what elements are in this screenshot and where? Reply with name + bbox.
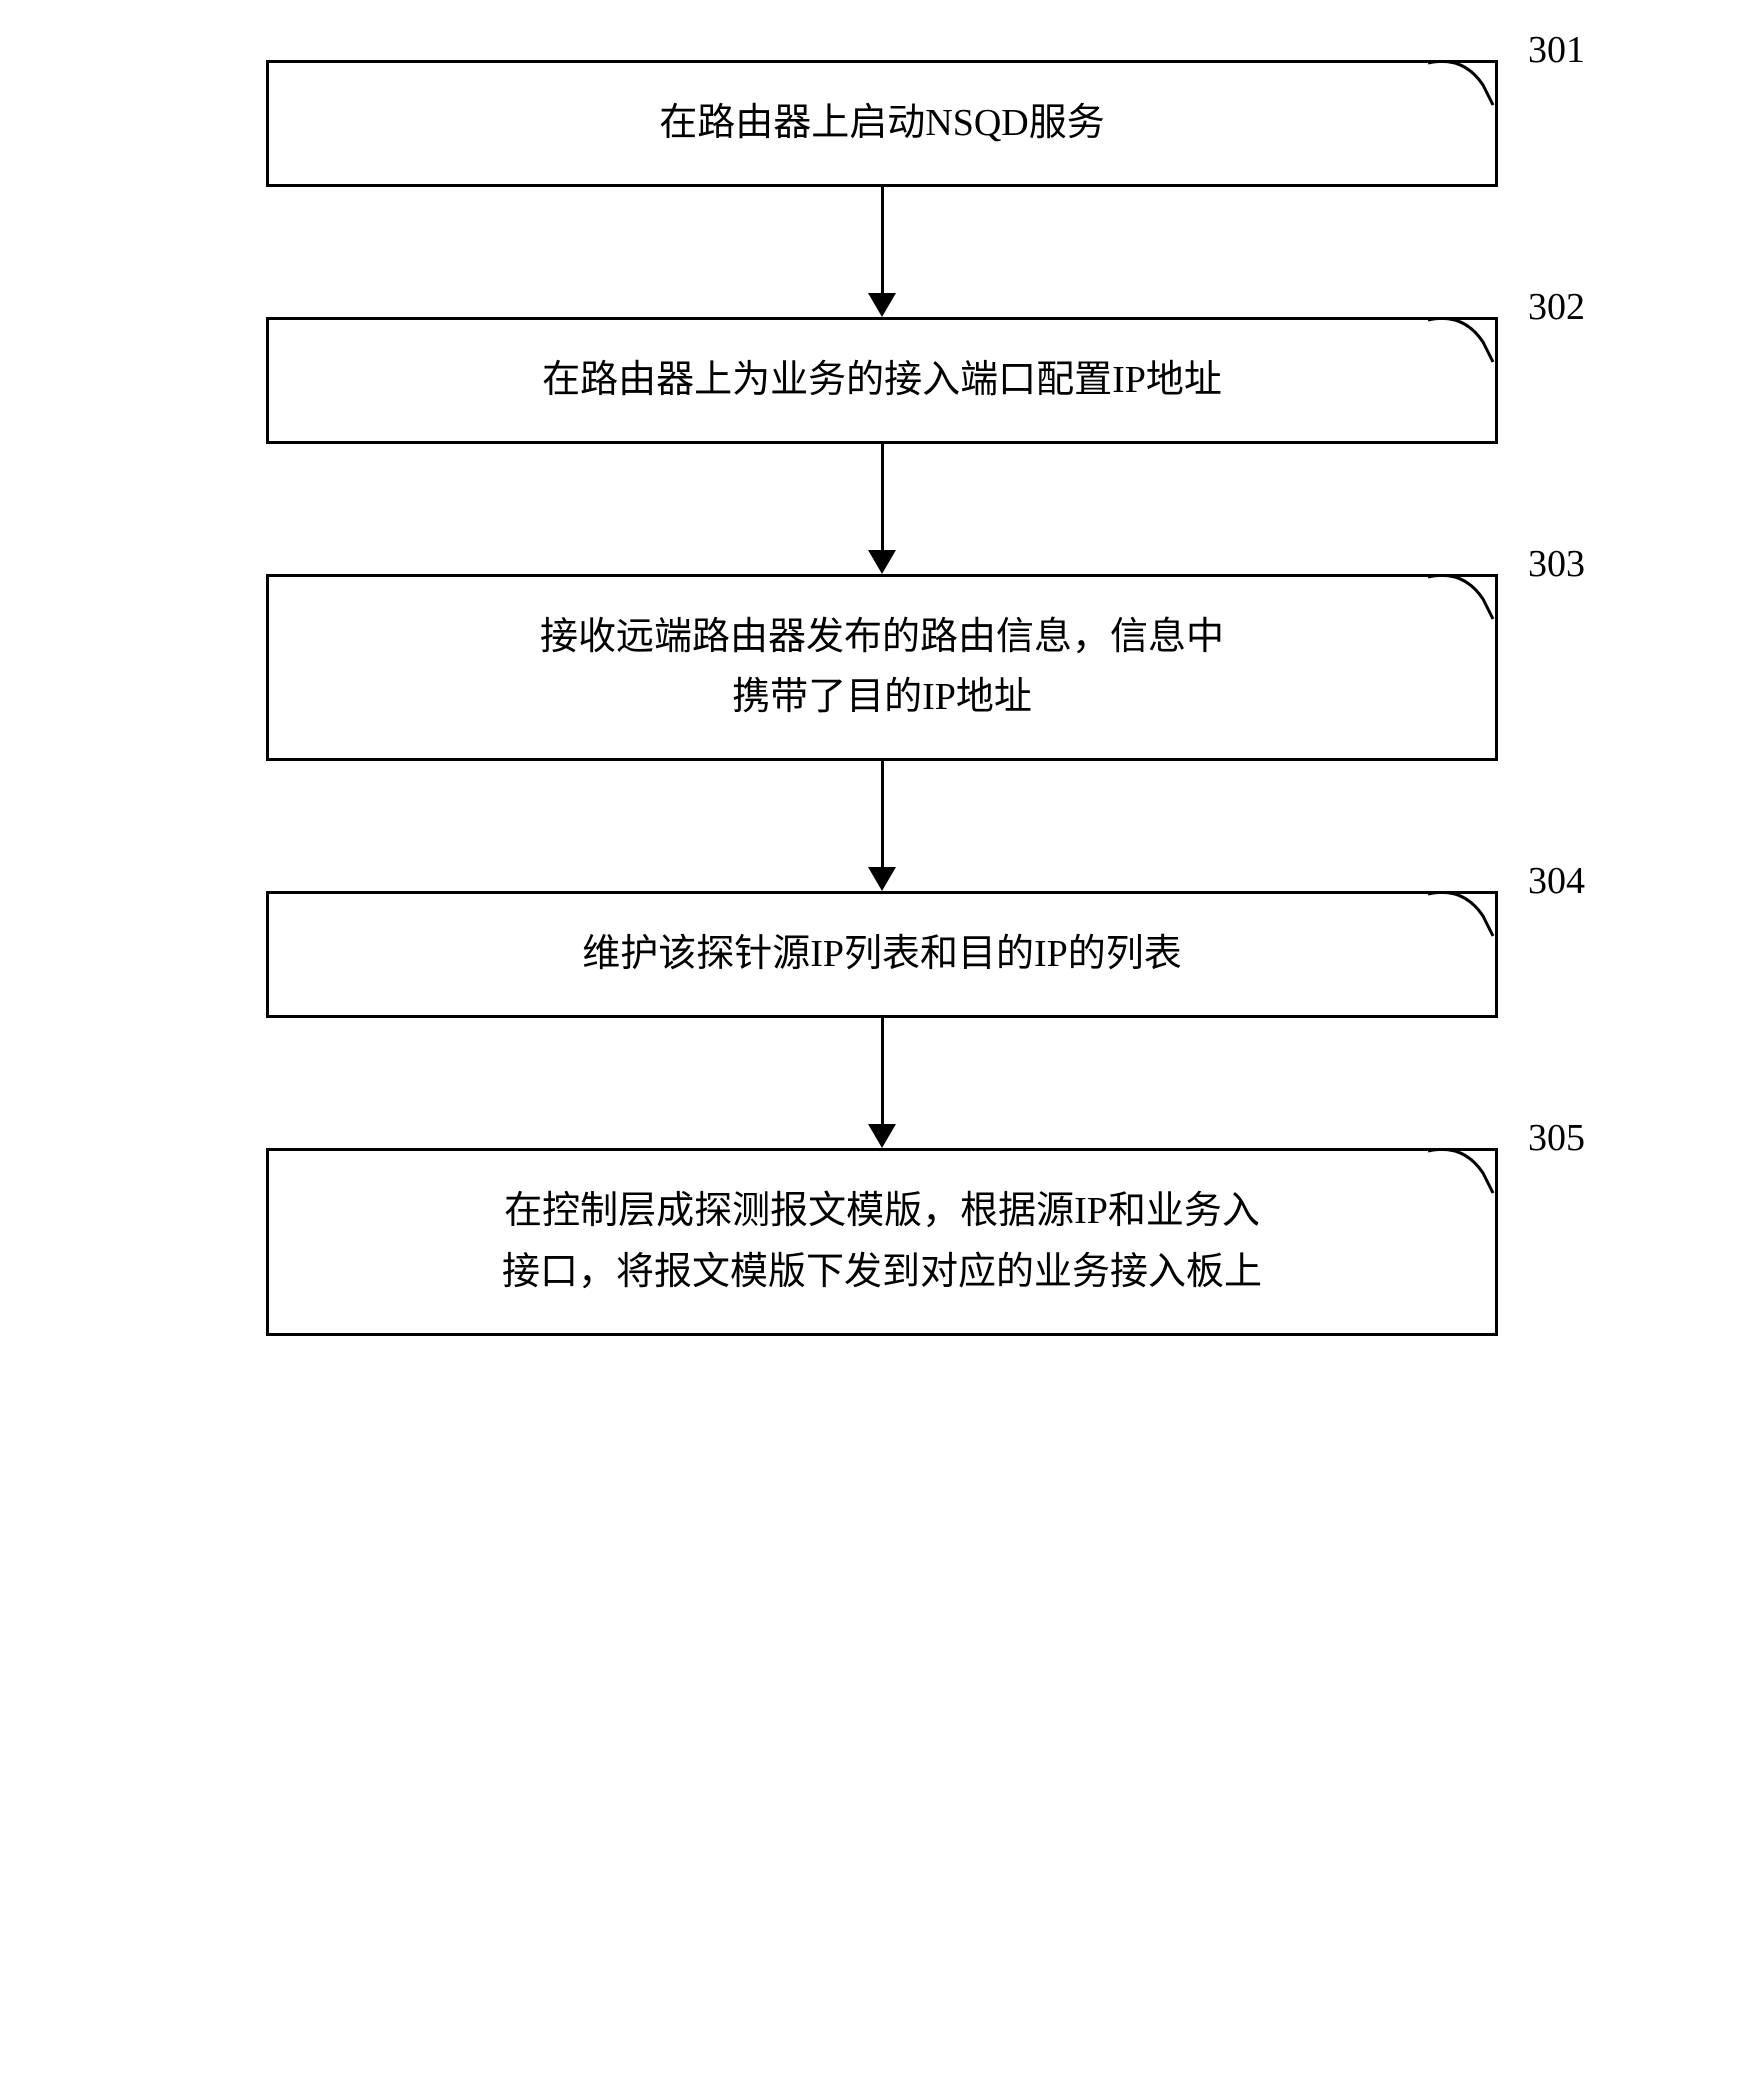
flow-step-302: 302 在路由器上为业务的接入端口配置IP地址 [182, 317, 1582, 444]
arrow-connector [182, 1018, 1582, 1148]
flow-step-305: 305 在控制层成探测报文模版，根据源IP和业务入 接口，将报文模版下发到对应的… [182, 1148, 1582, 1336]
flowchart-container: 301 在路由器上启动NSQD服务 302 在路由器上为业务的接入端口配置IP地… [182, 60, 1582, 1336]
flow-box-301: 301 在路由器上启动NSQD服务 [266, 60, 1498, 187]
step-label-302: 302 [1528, 285, 1585, 329]
flow-text-304: 维护该探针源IP列表和目的IP的列表 [309, 924, 1455, 985]
arrow-head-icon [868, 550, 896, 574]
flow-box-303: 303 接收远端路由器发布的路由信息，信息中 携带了目的IP地址 [266, 574, 1498, 762]
step-label-305: 305 [1528, 1116, 1585, 1160]
flow-step-303: 303 接收远端路由器发布的路由信息，信息中 携带了目的IP地址 [182, 574, 1582, 762]
arrow-line [881, 1018, 884, 1124]
step-label-304: 304 [1528, 859, 1585, 903]
arrow-connector [182, 761, 1582, 891]
flow-box-302: 302 在路由器上为业务的接入端口配置IP地址 [266, 317, 1498, 444]
flow-box-304: 304 维护该探针源IP列表和目的IP的列表 [266, 891, 1498, 1018]
callout-connector-icon [1428, 891, 1498, 941]
flow-text-303-line1: 接收远端路由器发布的路由信息，信息中 [309, 607, 1455, 668]
callout-connector-icon [1428, 60, 1498, 110]
flow-text-303-line2: 携带了目的IP地址 [309, 667, 1455, 728]
arrow-line [881, 444, 884, 550]
flow-text-305-line1: 在控制层成探测报文模版，根据源IP和业务入 [309, 1181, 1455, 1242]
flow-text-305-line2: 接口，将报文模版下发到对应的业务接入板上 [309, 1242, 1455, 1303]
flow-text-301: 在路由器上启动NSQD服务 [309, 93, 1455, 154]
arrow-line [881, 761, 884, 867]
flow-text-302: 在路由器上为业务的接入端口配置IP地址 [309, 350, 1455, 411]
callout-connector-icon [1428, 1148, 1498, 1198]
step-label-301: 301 [1528, 28, 1585, 72]
arrow-head-icon [868, 1124, 896, 1148]
step-label-303: 303 [1528, 542, 1585, 586]
arrow-line [881, 187, 884, 293]
flow-box-305: 305 在控制层成探测报文模版，根据源IP和业务入 接口，将报文模版下发到对应的… [266, 1148, 1498, 1336]
arrow-head-icon [868, 867, 896, 891]
flow-step-301: 301 在路由器上启动NSQD服务 [182, 60, 1582, 187]
callout-connector-icon [1428, 574, 1498, 624]
arrow-head-icon [868, 293, 896, 317]
callout-connector-icon [1428, 317, 1498, 367]
arrow-connector [182, 187, 1582, 317]
flow-step-304: 304 维护该探针源IP列表和目的IP的列表 [182, 891, 1582, 1018]
arrow-connector [182, 444, 1582, 574]
